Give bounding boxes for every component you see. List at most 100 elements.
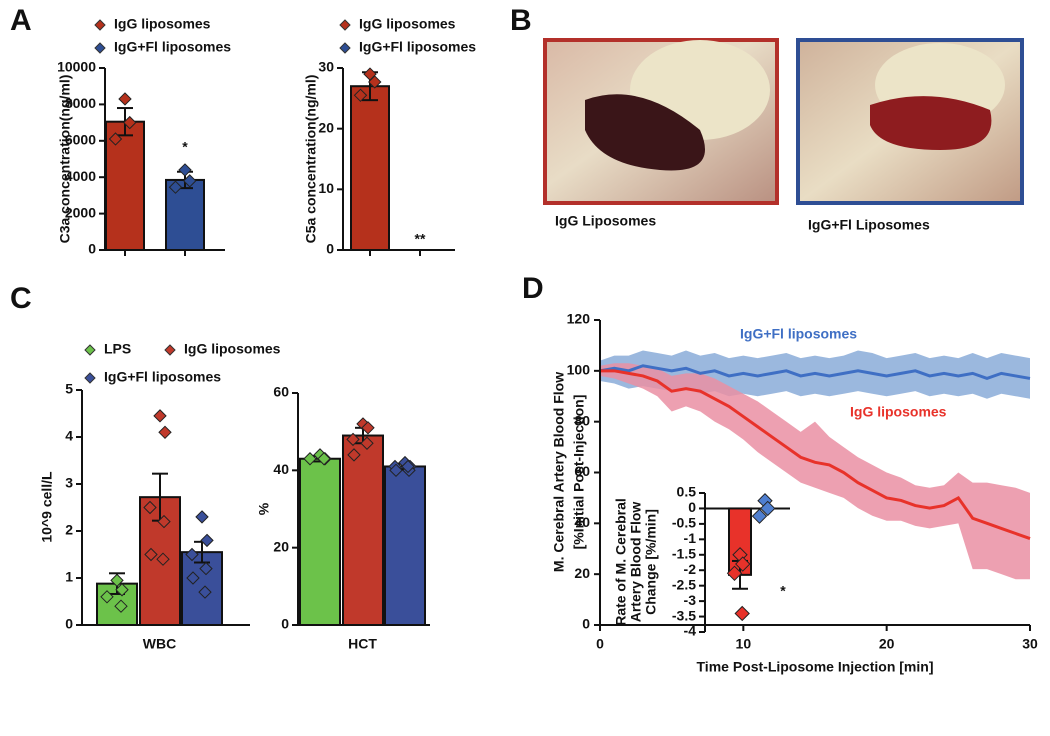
data-point xyxy=(361,421,375,435)
y-tick-label: 3 xyxy=(65,475,73,491)
panel-letter: B xyxy=(510,4,532,37)
y-axis-label: Change [%/min] xyxy=(643,509,659,615)
x-tick-label: 30 xyxy=(1022,636,1038,652)
data-point xyxy=(144,547,158,562)
y-tick-label: 8000 xyxy=(65,95,96,111)
series-label: IgG liposomes xyxy=(850,404,947,420)
legend-marker xyxy=(164,344,176,356)
legend-label: IgG liposomes xyxy=(359,16,456,32)
data-point xyxy=(200,533,214,548)
legend-marker xyxy=(84,372,96,384)
x-tick-label: 20 xyxy=(879,636,895,652)
bar xyxy=(105,120,145,251)
legend-marker xyxy=(94,19,106,31)
x-axis-label: Time Post-Liposome Injection [min] xyxy=(697,659,934,675)
data-point xyxy=(110,573,124,588)
data-point xyxy=(726,565,743,582)
x-tick-label: WBC xyxy=(143,636,176,652)
data-point xyxy=(368,75,382,89)
y-tick-label: 0 xyxy=(688,499,696,515)
y-tick-label: 30 xyxy=(318,59,334,75)
legend-label: IgG+Fl liposomes xyxy=(359,39,476,55)
data-point xyxy=(360,436,374,450)
y-axis-label: [%Initial Post-Injection] xyxy=(571,395,587,550)
y-tick-label: -4 xyxy=(684,623,697,639)
data-point xyxy=(114,599,128,613)
legend-marker xyxy=(339,19,351,31)
data-point xyxy=(303,452,317,466)
y-tick-label: 60 xyxy=(273,384,289,400)
panel-letter: A xyxy=(10,4,32,37)
photo-caption: IgG Liposomes xyxy=(555,213,656,229)
data-point xyxy=(158,425,172,440)
data-point xyxy=(401,459,415,474)
line xyxy=(599,364,1031,381)
y-tick-label: 0 xyxy=(88,241,96,257)
data-point xyxy=(195,510,209,524)
y-axis-label: M. Cerebral Artery Blood Flow xyxy=(551,372,567,572)
y-tick-label: 40 xyxy=(273,461,289,477)
y-tick-label: 120 xyxy=(567,311,591,327)
y-tick-label: -0.5 xyxy=(672,515,696,531)
legend-label: IgG+Fl liposomes xyxy=(104,369,221,385)
y-axis-label: % xyxy=(256,502,272,515)
series-label: IgG+Fl liposomes xyxy=(740,326,857,342)
data-point xyxy=(735,556,751,572)
data-point xyxy=(199,561,213,576)
y-tick-label: 10000 xyxy=(57,59,96,75)
y-tick-label: 0 xyxy=(281,616,289,632)
y-axis-label: C5a concentration(ng/ml) xyxy=(303,75,319,244)
y-tick-label: 60 xyxy=(574,463,590,479)
photo xyxy=(543,38,779,205)
y-tick-label: 0.5 xyxy=(677,484,697,500)
y-axis-label: C3a concentration(ng/ml) xyxy=(57,75,73,244)
y-tick-label: 40 xyxy=(574,514,590,530)
photo-caption: IgG+Fl Liposomes xyxy=(808,217,930,233)
data-point xyxy=(760,500,776,517)
y-tick-label: 0 xyxy=(65,616,73,632)
y-axis-label: Artery Blood Flow xyxy=(628,502,644,623)
y-tick-label: 20 xyxy=(574,565,590,581)
legend-label: IgG liposomes xyxy=(114,16,211,32)
line xyxy=(600,369,1031,540)
y-tick-label: 2 xyxy=(65,522,73,538)
y-tick-label: -3.5 xyxy=(672,607,696,623)
y-tick-label: 20 xyxy=(273,538,289,554)
photo xyxy=(796,38,1024,205)
data-point xyxy=(157,514,171,529)
y-tick-label: 4 xyxy=(65,428,73,444)
data-point xyxy=(198,585,212,599)
bar xyxy=(299,457,341,626)
data-point xyxy=(186,571,200,585)
y-tick-label: 0 xyxy=(326,241,334,257)
annotation: * xyxy=(780,583,786,599)
legend-marker xyxy=(339,42,351,54)
data-point xyxy=(156,552,170,566)
data-point xyxy=(353,88,368,103)
data-point xyxy=(317,452,331,466)
bar xyxy=(165,178,205,251)
data-point xyxy=(734,605,750,622)
data-point xyxy=(108,132,123,146)
bar xyxy=(350,85,390,251)
y-tick-label: -3 xyxy=(684,592,697,608)
y-axis-label: Rate of M. Cerebral xyxy=(613,498,629,626)
data-point xyxy=(347,448,361,462)
data-point xyxy=(178,163,192,177)
error-band xyxy=(600,363,1030,580)
data-point xyxy=(123,115,137,130)
legend-marker xyxy=(84,344,96,356)
data-point xyxy=(115,583,129,597)
y-tick-label: -1.5 xyxy=(672,545,696,561)
data-point xyxy=(168,180,183,194)
y-tick-label: 1 xyxy=(65,569,73,585)
legend-marker xyxy=(94,42,106,54)
legend-label: IgG liposomes xyxy=(184,341,281,357)
bar xyxy=(384,465,426,627)
data-point xyxy=(185,547,199,562)
y-tick-label: 0 xyxy=(582,616,590,632)
data-point xyxy=(153,409,167,423)
data-point xyxy=(118,92,132,106)
y-tick-label: 4000 xyxy=(65,168,96,184)
